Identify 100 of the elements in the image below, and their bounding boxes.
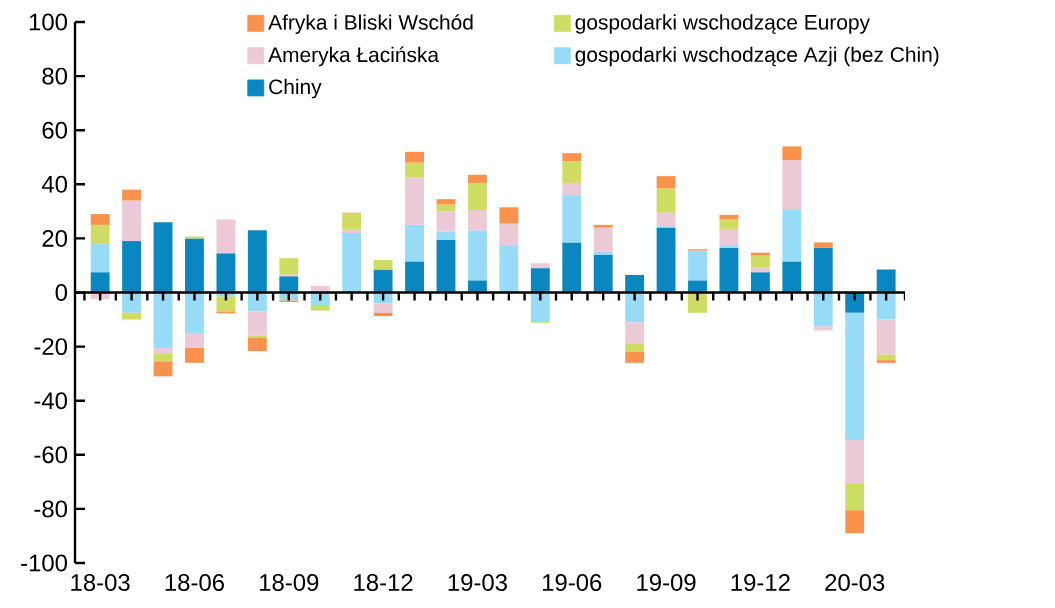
y-tick-label: 100 bbox=[29, 13, 68, 31]
bar bbox=[813, 247, 833, 293]
bar bbox=[279, 276, 299, 293]
bar bbox=[625, 352, 645, 363]
y-tick-label: -20 bbox=[34, 338, 68, 356]
bar bbox=[436, 199, 456, 205]
bar bbox=[122, 292, 142, 313]
bar bbox=[593, 224, 613, 228]
bar bbox=[688, 292, 707, 313]
bar bbox=[593, 227, 613, 252]
x-tick-label: 19-12 bbox=[731, 574, 790, 591]
legend-label: Afryka i Bliski Wschód bbox=[268, 14, 473, 34]
bar bbox=[373, 312, 393, 317]
bar bbox=[373, 260, 393, 270]
bar bbox=[373, 303, 393, 313]
y-tick-label: 80 bbox=[42, 67, 68, 85]
bar bbox=[845, 439, 865, 484]
bar bbox=[562, 161, 582, 183]
bar bbox=[688, 250, 707, 281]
bar bbox=[90, 224, 110, 244]
bar bbox=[688, 280, 707, 293]
bar bbox=[876, 292, 896, 320]
bar bbox=[719, 245, 739, 248]
bar bbox=[845, 483, 865, 511]
x-tick-label: 18-03 bbox=[71, 574, 130, 591]
bar bbox=[405, 224, 424, 262]
bar bbox=[750, 255, 770, 268]
bar bbox=[845, 292, 865, 313]
bar bbox=[499, 207, 519, 224]
legend-label: Ameryka Łacińska bbox=[268, 46, 440, 67]
bar bbox=[90, 243, 110, 273]
bar bbox=[719, 228, 739, 246]
bar bbox=[625, 322, 645, 344]
y-tick-label: -100 bbox=[21, 554, 68, 572]
bar bbox=[562, 195, 582, 243]
bar bbox=[247, 230, 267, 293]
bar bbox=[436, 239, 456, 293]
bar bbox=[216, 253, 236, 293]
legend-label: Chiny bbox=[269, 78, 322, 99]
bar bbox=[719, 247, 739, 293]
y-tick-label: 40 bbox=[41, 175, 68, 193]
bar bbox=[782, 146, 802, 160]
bar bbox=[813, 242, 833, 248]
bar bbox=[876, 354, 896, 361]
bar bbox=[813, 326, 833, 331]
bar bbox=[373, 269, 393, 293]
bar bbox=[279, 258, 299, 275]
y-tick-label: 0 bbox=[55, 284, 68, 301]
bar bbox=[813, 292, 833, 327]
bar bbox=[562, 182, 582, 196]
bar bbox=[499, 223, 519, 246]
x-tick-label: 19-03 bbox=[448, 574, 507, 591]
bar bbox=[656, 188, 676, 213]
bar bbox=[90, 272, 110, 293]
bar bbox=[153, 292, 173, 348]
bar bbox=[845, 312, 865, 440]
bar bbox=[185, 292, 204, 334]
x-tick-label: 20-03 bbox=[825, 574, 885, 591]
bar bbox=[122, 241, 142, 293]
bar bbox=[185, 238, 204, 293]
bar bbox=[153, 222, 173, 293]
bar bbox=[467, 182, 487, 210]
bar bbox=[342, 213, 362, 230]
y-tick-label: -80 bbox=[34, 500, 68, 518]
bar bbox=[467, 174, 487, 183]
bar bbox=[656, 176, 676, 189]
bar bbox=[530, 263, 550, 269]
bar bbox=[876, 360, 896, 363]
bar bbox=[499, 245, 519, 293]
x-tick-label: 18-09 bbox=[260, 574, 319, 591]
legend-label: gospodarki wschodzące Europy bbox=[575, 14, 870, 34]
bar bbox=[122, 312, 142, 320]
y-tick-label: 60 bbox=[42, 121, 68, 139]
bar bbox=[719, 219, 739, 229]
bar bbox=[436, 231, 456, 240]
bar bbox=[625, 343, 645, 353]
bar bbox=[530, 268, 550, 293]
y-tick-label: -60 bbox=[34, 446, 68, 464]
x-tick-label: 18-06 bbox=[165, 574, 224, 591]
bar bbox=[153, 353, 173, 362]
bar bbox=[593, 251, 613, 255]
bar bbox=[562, 153, 582, 162]
bar bbox=[593, 254, 613, 293]
bar bbox=[342, 232, 362, 293]
y-tick-label: 20 bbox=[42, 229, 68, 247]
bar bbox=[216, 219, 236, 254]
bar bbox=[185, 333, 204, 348]
bar bbox=[750, 272, 770, 293]
bar bbox=[656, 227, 676, 293]
bar bbox=[90, 214, 110, 225]
bar bbox=[122, 200, 142, 242]
x-tick-label: 19-06 bbox=[542, 574, 602, 591]
x-tick-label: 19-09 bbox=[637, 574, 696, 591]
bar bbox=[530, 292, 550, 323]
bar bbox=[845, 510, 865, 534]
bar bbox=[247, 311, 267, 336]
bar bbox=[405, 162, 424, 178]
bar bbox=[782, 261, 802, 293]
bar bbox=[405, 151, 424, 163]
bar bbox=[342, 229, 362, 233]
